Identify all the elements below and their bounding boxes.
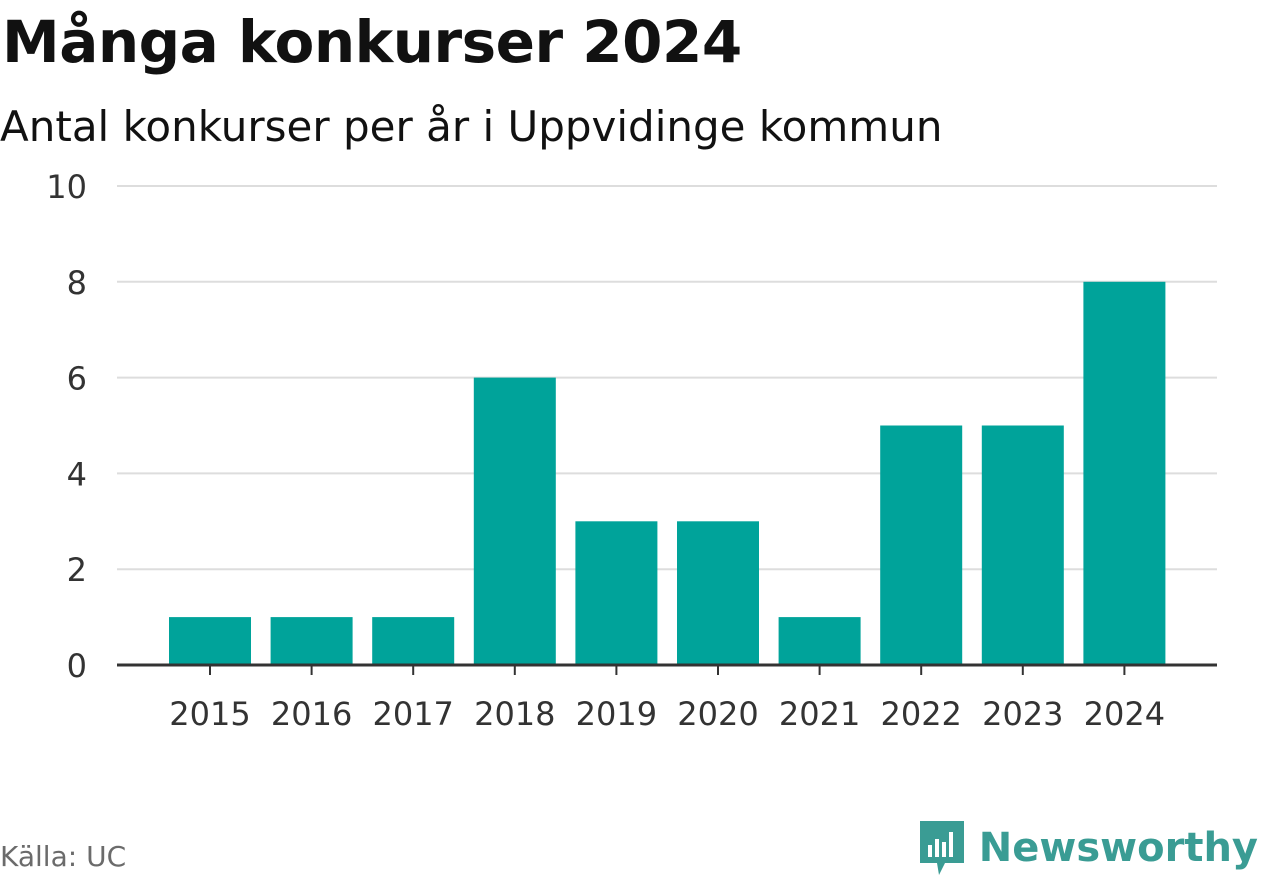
x-tick-label: 2022 — [880, 695, 961, 733]
bar — [372, 617, 455, 665]
x-tick-label: 2024 — [1084, 695, 1165, 733]
x-tick-label: 2016 — [271, 695, 352, 733]
x-tick-label: 2021 — [779, 695, 860, 733]
chart-subtitle: Antal konkurser per år i Uppvidinge komm… — [0, 102, 943, 151]
y-tick-label: 4 — [67, 455, 87, 493]
bar — [677, 521, 759, 665]
y-tick-label: 10 — [46, 168, 87, 206]
y-tick-label: 2 — [67, 551, 87, 589]
bar — [880, 425, 963, 665]
x-tick-label: 2019 — [576, 695, 657, 733]
bar — [1083, 281, 1166, 665]
x-tick-label: 2023 — [982, 695, 1063, 733]
bar — [575, 521, 658, 665]
y-tick-label: 8 — [67, 264, 87, 302]
source-label: Källa: UC — [0, 840, 127, 873]
bar — [778, 617, 861, 665]
y-tick-label: 6 — [67, 360, 87, 398]
x-tick-label: 2018 — [474, 695, 555, 733]
bar — [981, 425, 1064, 665]
newsworthy-brand-name: Newsworthy — [978, 825, 1258, 871]
bar — [473, 377, 556, 665]
bar — [270, 617, 353, 665]
x-tick-label: 2020 — [677, 695, 758, 733]
newsworthy-logo-icon — [919, 821, 964, 875]
newsworthy-logo: Newsworthy — [917, 817, 1258, 879]
x-tick-label: 2015 — [169, 695, 250, 733]
chart-title: Många konkurser 2024 — [2, 8, 742, 76]
x-tick-label: 2017 — [372, 695, 453, 733]
y-tick-label: 0 — [67, 647, 87, 685]
bar — [169, 617, 251, 665]
bar-chart: 0 2 4 6 8 10 2015 2016 2017 2018 2019 2020 2021 2022 2… — [46, 168, 1217, 733]
